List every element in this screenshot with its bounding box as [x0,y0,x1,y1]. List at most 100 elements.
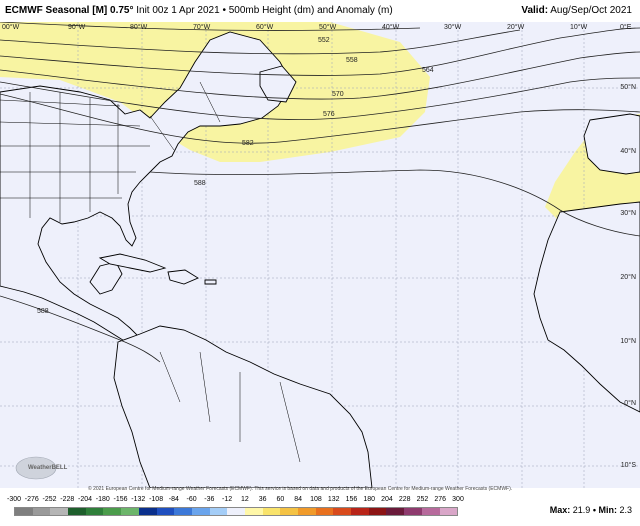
contour-label-588-north: 588 [194,180,206,187]
colorbar-segment [368,508,387,515]
colorbar-segment [32,508,51,515]
height-contours [0,22,640,363]
contour-588-south [0,295,161,363]
model-name: ECMWF Seasonal [M] 0.75° [5,5,134,16]
map-header: ECMWF Seasonal [M] 0.75° Init 00z 1 Apr … [0,0,640,22]
lat-label-0n: 0°N [624,400,636,407]
lat-label-10n: 10°N [620,338,636,345]
colorbar-segment [298,508,316,515]
product-name: 500mb Height (dm) and Anomaly (m) [228,5,393,16]
colorbar-tick-label: -228 [60,496,75,503]
lon-label-90w: 90°W [68,24,86,31]
colorbar-segment [156,508,175,515]
yucatan [89,261,123,295]
colorbar-tick-label: 12 [240,496,249,503]
colorbar-tick-label: -84 [168,496,179,503]
lat-label-40n: 40°N [620,148,636,155]
colorbar-segment [351,508,369,515]
lon-label-80w: 80°W [130,24,148,31]
lon-label-30w: 30°W [444,24,462,31]
lon-label-20w: 20°W [507,24,525,31]
colorbar-segment [386,508,405,515]
colorbar-tick-label: 180 [363,496,376,503]
colorbar-tick-label: -60 [186,496,197,503]
max-min-readout: Max: 21.9 • Min: 2.3 [550,505,632,515]
lon-label-70w: 70°W [193,24,211,31]
max-label: Max: [549,505,571,515]
iberia [583,113,640,175]
colorbar-segment [50,508,69,515]
contour-label-558: 558 [346,57,358,64]
logo-icon [15,456,57,480]
contour-label-570: 570 [332,91,344,98]
south-america [113,325,373,488]
map-panel[interactable]: 00°W 90°W 80°W 70°W 60°W 50°W 40°W 30°W … [0,22,640,488]
lon-label-10w: 10°W [570,24,588,31]
lat-label-30n: 30°N [620,210,636,217]
colorbar-tick-label: -12 [222,496,233,503]
colorbar-tick-label: 204 [381,496,393,503]
valid-label: Valid: [521,5,549,16]
colorbar-tick-label: -132 [131,496,146,503]
colorbar-segment [333,508,352,515]
contour-588-north [149,169,640,237]
colorbar-segment [68,508,86,515]
colorbar-segment [404,508,422,515]
contour-558 [0,29,521,55]
logo-text: WeatherBELL [28,465,68,471]
legend-bar: -300 -276 -252 -228 -204 -180 -156 -132 -108 -84-… [0,494,640,526]
colorbar-tick-label: -108 [149,496,164,503]
contour-label-552: 552 [318,37,330,44]
cuba [98,253,167,273]
lon-label-100w: 00°W [2,24,20,31]
colorbar-tick-label: 156 [345,496,358,503]
internal-borders [0,81,301,463]
colorbar-tick-label: -36 [204,496,215,503]
weatherbell-logo: WeatherBELL [14,455,72,481]
title-bullet: • [222,5,226,16]
colorbar-tick-label: -252 [42,496,57,503]
colorbar-tick-label: 84 [294,496,303,503]
contour-label-576: 576 [323,111,335,118]
colorbar [14,507,458,516]
colorbar-segment [85,508,104,515]
colorbar-segment [174,508,192,515]
lon-label-60w: 60°W [256,24,274,31]
colorbar-tick-label: -300 [6,496,22,503]
colorbar-tick-label: 276 [434,496,447,503]
colorbar-segment [280,508,298,515]
colorbar-tick-label: -156 [113,496,128,503]
africa [533,201,640,413]
contour-582 [0,93,640,144]
valid-time: Valid: Aug/Sep/Oct 2021 [521,5,632,16]
colorbar-tick-label: -276 [24,496,39,503]
colorbar-tick-label: 36 [258,496,267,503]
map-canvas [0,22,640,488]
colorbar-tick-label: 132 [327,496,340,503]
init-time: Init 00z 1 Apr 2021 [136,5,220,16]
contour-576 [0,77,640,120]
colorbar-segment [103,508,122,515]
colorbar-ticks: -300 -276 -252 -228 -204 -180 -156 -132 -108 -84-… [7,496,464,506]
colorbar-tick-label: 300 [452,496,464,503]
lat-label-10s: 10°S [620,462,636,469]
hispaniola [167,269,199,285]
contour-564 [0,27,640,76]
colorbar-segment [262,508,281,515]
map-title: ECMWF Seasonal [M] 0.75° Init 00z 1 Apr … [5,5,393,16]
lon-label-0e: 0°E [620,24,632,31]
colorbar-segment [244,508,263,515]
min-value: 2.3 [619,505,632,515]
min-label: Min: [598,505,617,515]
lon-label-40w: 40°W [382,24,400,31]
contour-570 [0,51,640,100]
colorbar-segment [315,508,334,515]
colorbar-tick-label: -204 [78,496,93,503]
contour-label-588-south: 588 [37,308,49,315]
colorbar-segment [421,508,440,515]
lon-label-50w: 50°W [319,24,337,31]
puerto-rico [204,279,217,285]
colorbar-segment [209,508,228,515]
colorbar-segment [121,508,139,515]
colorbar-segment [138,508,157,515]
